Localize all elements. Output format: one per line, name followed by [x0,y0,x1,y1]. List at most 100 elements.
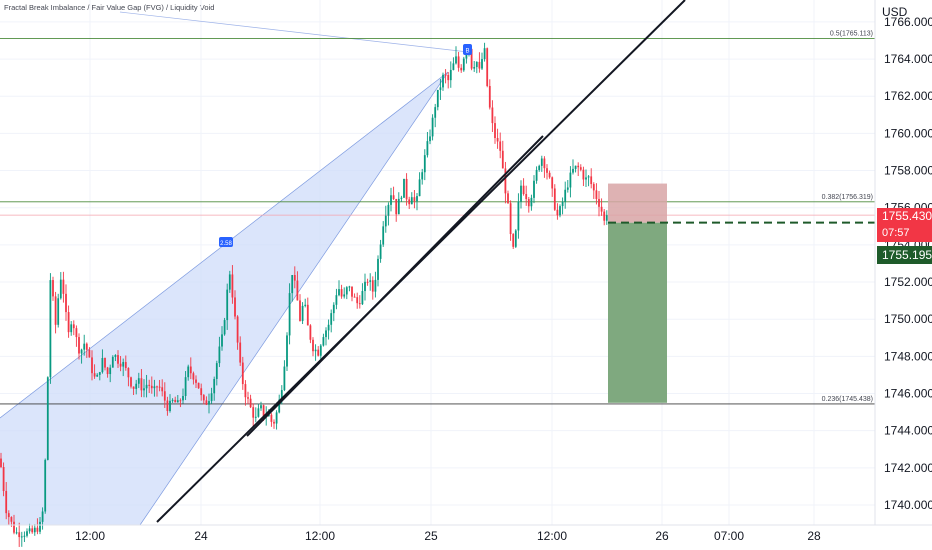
candle-body [41,511,44,522]
candle-body [509,203,512,235]
lower-trendline [246,135,544,437]
candle-body [561,201,564,207]
candle-body [374,279,377,292]
candle-body [288,293,291,336]
bar-countdown: 07:57 [882,227,910,239]
candle-body [416,196,418,202]
candle-body [592,184,595,191]
candle-body [231,274,234,298]
candle-body [535,169,538,181]
candle-body [213,378,216,394]
candle-body [75,328,78,338]
x-tick-label: 12:00 [305,529,335,543]
candle-body [130,377,132,387]
candle-body [418,179,421,197]
candle-body [5,491,8,514]
candle-body [369,280,372,282]
currency-label: USD [882,5,908,19]
candle-body [598,198,600,207]
candle-body [340,289,343,297]
wedge-pattern [0,11,469,526]
candle-body [327,324,330,331]
candle-body [457,56,460,68]
candle-body [15,532,18,534]
candle-body [299,300,301,321]
candle-body [280,390,283,400]
candle-body [2,467,5,492]
candle-body [566,187,569,190]
candle-body [57,298,60,325]
candle-body [358,303,361,305]
candle-body [275,412,278,424]
candle-body [538,165,541,170]
candle-body [252,407,255,418]
candle-body [65,293,67,313]
candle-body [33,527,36,533]
candle-body [444,74,447,76]
candle-body [460,67,463,71]
candle-body [208,401,210,405]
candle-body [122,362,125,367]
candle-body [475,61,478,68]
candle-body [202,395,205,401]
candle-body [551,177,554,189]
candle-body [301,305,304,321]
candle-body [600,206,603,212]
candle-body [143,388,145,391]
candle-body [166,400,169,411]
candle-body [296,280,299,301]
candle-body [83,343,86,350]
candle-body [59,279,62,299]
candle-body [356,297,359,304]
candle-body [249,398,252,408]
candle-body [153,386,156,389]
fib-level-label: 0.236(1745.438) [822,396,873,403]
candle-body [520,185,522,202]
candle-body [67,312,70,333]
candle-body [10,517,13,522]
candle-body [319,345,322,356]
candle-body [527,199,530,207]
x-tick-label: 28 [807,529,821,543]
candle-body [52,280,54,297]
candle-body [546,168,548,173]
candle-body [499,141,502,151]
candle-body [218,346,221,364]
candle-body [135,383,138,389]
candle-body [582,169,585,180]
candle-body [501,150,504,169]
candle-body [132,386,135,389]
candle-body [577,165,580,168]
candle-body [473,67,476,69]
candle-body [413,197,416,202]
candle-body [247,397,249,399]
candle-body [49,280,52,378]
candle-body [31,528,34,533]
candle-body [431,117,434,137]
candle-body [548,172,551,178]
candle-body [254,416,257,418]
candle-body [70,324,73,333]
y-tick-label: 1758.000 [884,164,932,178]
candle-body [278,399,281,413]
candle-body [361,291,364,305]
candle-body [522,185,525,195]
candle-body [156,386,158,388]
candle-body [491,107,494,124]
candle-body [436,89,439,108]
candle-body [364,281,366,292]
candle-body [530,197,533,207]
candle-body [556,209,559,216]
candle-body [345,287,348,295]
candle-body [496,138,499,142]
candle-body [44,459,47,512]
candle-body [434,107,437,118]
candle-body [137,378,140,384]
candle-body [239,342,242,363]
candle-body [241,362,244,385]
candle-body [85,343,88,350]
signal-marker-label: 2.58 [220,241,232,247]
candle-body [408,199,411,205]
candle-body [88,349,91,358]
